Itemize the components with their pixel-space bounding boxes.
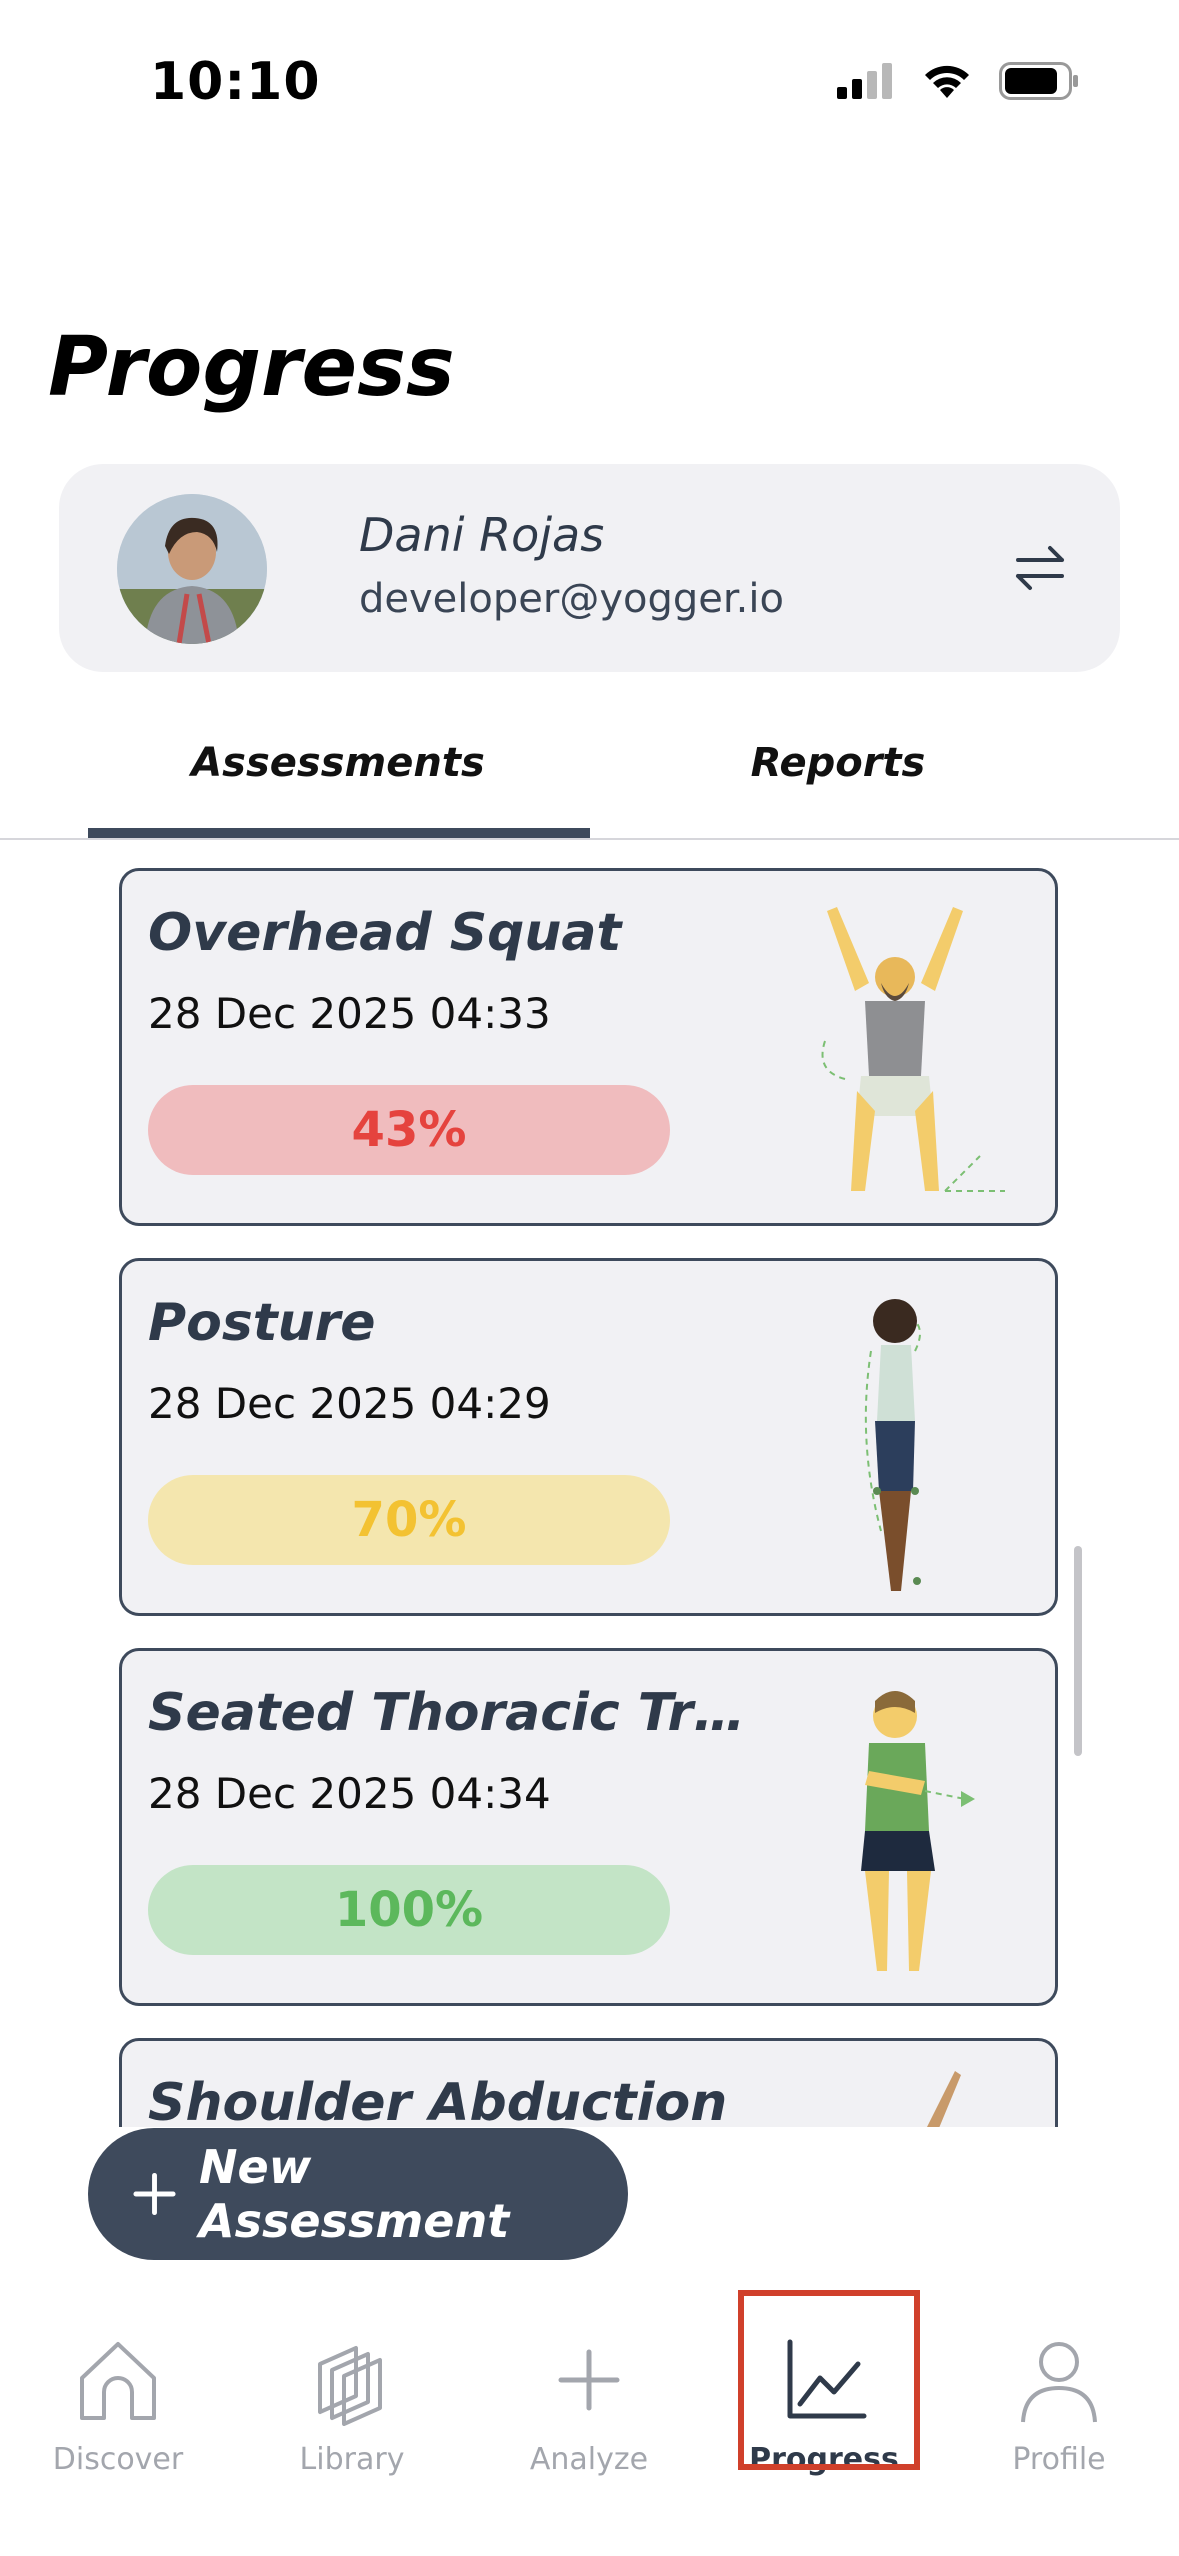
nav-label: Progress xyxy=(749,2442,899,2477)
switch-user-button[interactable] xyxy=(1008,536,1072,600)
thoracic-rotation-figure-icon xyxy=(765,1671,1025,1991)
battery-icon xyxy=(999,62,1078,100)
assessment-card-shoulder-abduction[interactable]: Shoulder Abduction xyxy=(119,2038,1058,2127)
scrollbar[interactable] xyxy=(1074,1546,1082,1756)
chart-icon xyxy=(787,2339,867,2419)
nav-label: Discover xyxy=(52,2442,184,2477)
assessment-card-overhead-squat[interactable]: Overhead Squat 28 Dec 2025 04:33 43% xyxy=(119,868,1058,1226)
nav-label: Profile xyxy=(1012,2442,1106,2477)
status-bar: 10:10 xyxy=(0,0,1179,175)
assessment-list[interactable]: Overhead Squat 28 Dec 2025 04:33 43% Pos… xyxy=(0,842,1179,2127)
home-icon xyxy=(80,2342,156,2420)
bottom-navigation: Discover Library Analyze Progress xyxy=(0,2290,1179,2556)
tab-bar: Assessments Reports xyxy=(0,720,1179,840)
tab-assessments[interactable]: Assessments xyxy=(191,740,485,786)
nav-profile[interactable]: Profile xyxy=(964,2320,1154,2520)
assessment-score: 43% xyxy=(351,1102,467,1158)
person-icon xyxy=(1021,2342,1097,2423)
posture-figure-icon xyxy=(765,1281,1025,1601)
nav-library[interactable]: Library xyxy=(257,2320,447,2520)
profile-email: developer@yogger.io xyxy=(359,576,784,622)
swap-arrows-icon xyxy=(1016,546,1064,590)
nav-progress[interactable]: Progress xyxy=(729,2320,919,2520)
new-assessment-label: New Assessment xyxy=(199,2140,510,2248)
assessment-title: Posture xyxy=(148,1293,376,1353)
profile-card[interactable]: Dani Rojas developer@yogger.io xyxy=(59,464,1120,672)
shoulder-abduction-figure-icon xyxy=(765,2061,1025,2127)
assessment-card-posture[interactable]: Posture 28 Dec 2025 04:29 70% xyxy=(119,1258,1058,1616)
page-title: Progress xyxy=(48,320,455,415)
plus-icon xyxy=(133,2172,176,2216)
assessment-title: Overhead Squat xyxy=(148,903,622,963)
nav-label: Analyze xyxy=(529,2442,649,2477)
cellular-signal-icon xyxy=(837,63,892,99)
plus-icon xyxy=(558,2349,620,2411)
assessment-date: 28 Dec 2025 04:29 xyxy=(148,1379,551,1428)
nav-label: Library xyxy=(299,2442,405,2477)
assessment-score: 100% xyxy=(334,1882,484,1938)
assessment-score-pill: 100% xyxy=(148,1865,670,1955)
assessment-date: 28 Dec 2025 04:33 xyxy=(148,989,551,1038)
assessment-title: Shoulder Abduction xyxy=(148,2073,728,2127)
assessment-title: Seated Thoracic Tr… xyxy=(148,1683,746,1743)
status-time: 10:10 xyxy=(150,52,321,112)
assessment-score-pill: 43% xyxy=(148,1085,670,1175)
wifi-icon xyxy=(925,65,969,98)
active-tab-indicator xyxy=(88,828,590,838)
new-assessment-button[interactable]: New Assessment xyxy=(88,2128,628,2260)
assessment-score: 70% xyxy=(351,1492,467,1548)
assessment-card-seated-thoracic[interactable]: Seated Thoracic Tr… 28 Dec 2025 04:34 10… xyxy=(119,1648,1058,2006)
overhead-squat-figure-icon xyxy=(765,891,1025,1211)
avatar xyxy=(117,494,267,644)
nav-analyze[interactable]: Analyze xyxy=(494,2320,684,2520)
library-icon xyxy=(318,2346,382,2426)
progress-highlight-box xyxy=(738,2290,920,2470)
status-icons xyxy=(837,62,1079,100)
assessment-date: 28 Dec 2025 04:34 xyxy=(148,1769,551,1818)
profile-name: Dani Rojas xyxy=(359,508,605,562)
assessment-score-pill: 70% xyxy=(148,1475,670,1565)
tab-reports[interactable]: Reports xyxy=(750,740,926,786)
nav-discover[interactable]: Discover xyxy=(23,2320,213,2520)
